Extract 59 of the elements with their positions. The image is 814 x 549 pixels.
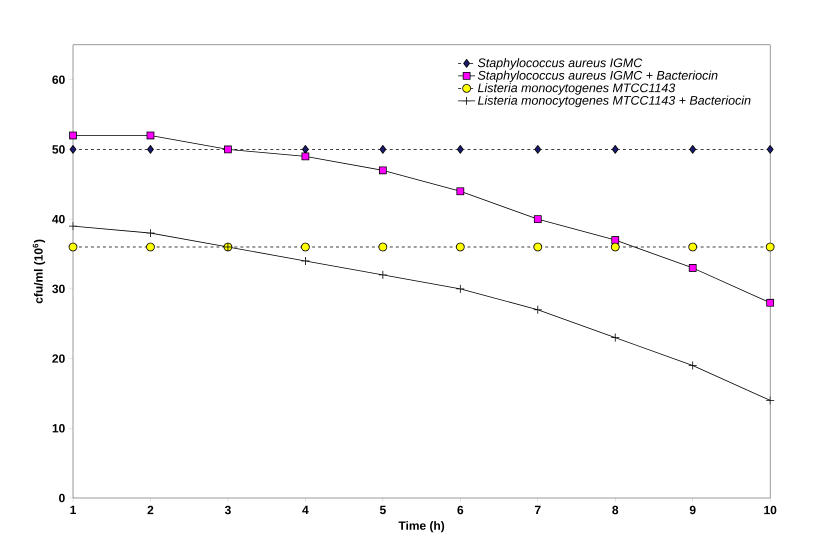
- legend-label: Listeria monocytogenes MTCC1143 + Bacteriocin: [478, 96, 750, 108]
- point: [534, 145, 542, 154]
- x-tick-label: 8: [612, 506, 618, 514]
- y-tick-label: 10: [52, 424, 65, 433]
- x-tick-label: 3: [224, 506, 231, 514]
- point: [301, 256, 310, 266]
- point: [146, 228, 155, 238]
- x-tick-label: 9: [690, 506, 696, 514]
- point: [147, 145, 154, 154]
- x-tick-label: 6: [457, 506, 464, 514]
- point: [456, 145, 464, 154]
- point: [378, 270, 388, 280]
- legend-label: Staphylococcus aureus IGMC: [478, 58, 642, 70]
- point: [766, 396, 775, 405]
- point: [379, 145, 386, 154]
- y-tick-label: 60: [52, 75, 65, 84]
- point: [689, 145, 696, 154]
- point: [70, 145, 76, 154]
- point: [378, 166, 387, 174]
- y-tick-label: 40: [52, 214, 65, 224]
- point: [456, 242, 465, 252]
- point: [766, 242, 775, 252]
- y-axis-title: cfu/ml (10$^{6}$): [32, 240, 46, 304]
- point: [610, 333, 620, 342]
- x-tick-label: 4: [302, 506, 309, 514]
- point: [378, 242, 388, 252]
- legend-label: Staphylococcus aureus IGMC + Bacteriocin: [478, 70, 718, 82]
- point: [456, 187, 464, 196]
- x-tick-label: 2: [148, 506, 154, 514]
- point: [302, 152, 310, 160]
- y-tick-label: 50: [52, 145, 65, 154]
- point: [611, 236, 620, 244]
- point: [68, 222, 78, 230]
- point: [688, 264, 697, 272]
- y-tick-label: 0: [59, 494, 65, 502]
- x-axis-title: Time (h): [398, 521, 444, 532]
- point: [534, 215, 542, 224]
- point: [766, 298, 774, 307]
- legend-label: Listeria monocytogenes MTCC1143: [478, 83, 676, 95]
- y-tick-label: 20: [52, 354, 65, 363]
- y-tick-label: 30: [52, 284, 65, 294]
- x-tick-label: 7: [534, 506, 541, 514]
- point: [533, 242, 542, 252]
- point: [68, 242, 78, 252]
- point: [610, 242, 620, 252]
- x-tick-label: 1: [70, 506, 76, 514]
- point: [766, 145, 774, 154]
- point: [224, 146, 232, 154]
- point: [456, 284, 465, 294]
- point: [146, 242, 155, 252]
- x-tick-label: 5: [380, 506, 386, 514]
- point: [69, 132, 77, 140]
- point: [146, 132, 154, 140]
- point: [612, 145, 619, 154]
- point: [688, 242, 698, 252]
- x-tick-label: 10: [764, 506, 776, 514]
- point: [533, 305, 542, 314]
- point: [688, 361, 698, 370]
- point: [301, 242, 310, 252]
